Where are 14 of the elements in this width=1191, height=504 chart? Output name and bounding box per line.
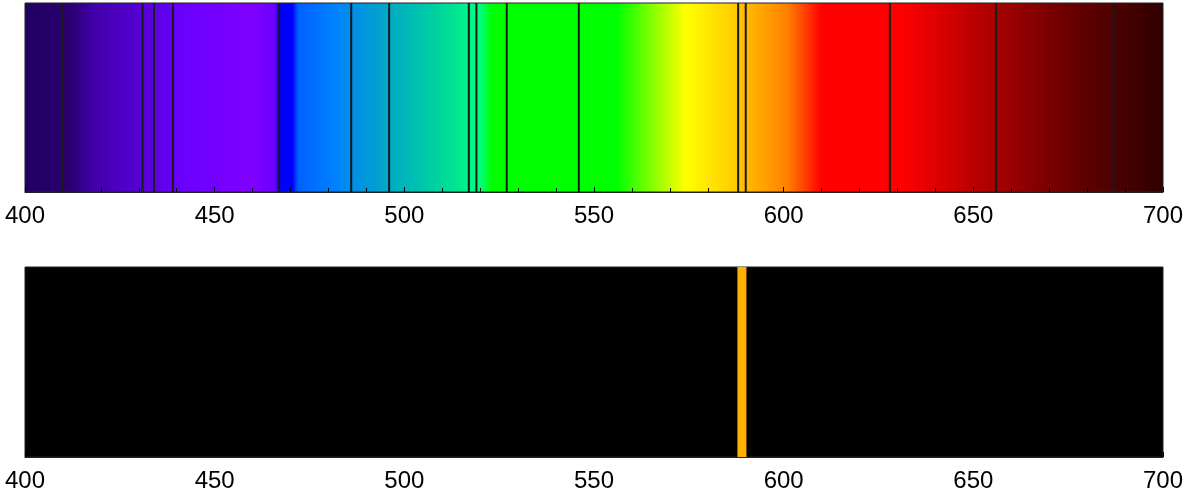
x-tick-label: 650 [953, 200, 994, 228]
x-tick-label: 500 [384, 200, 425, 228]
x-tick-label: 600 [763, 200, 804, 228]
x-tick-label: 650 [953, 465, 994, 493]
x-tick-label: 600 [763, 465, 804, 493]
x-tick-label: 550 [573, 200, 615, 228]
x-tick-label: 450 [194, 465, 235, 493]
x-tick-label: 500 [384, 465, 425, 493]
x-tick-label: 700 [1142, 465, 1184, 493]
x-tick-label: 400 [4, 200, 46, 228]
x-tick-label: 550 [573, 465, 615, 493]
x-tick-label: 450 [194, 200, 235, 228]
x-tick-label: 700 [1142, 200, 1184, 228]
x-tick-label: 400 [4, 465, 46, 493]
